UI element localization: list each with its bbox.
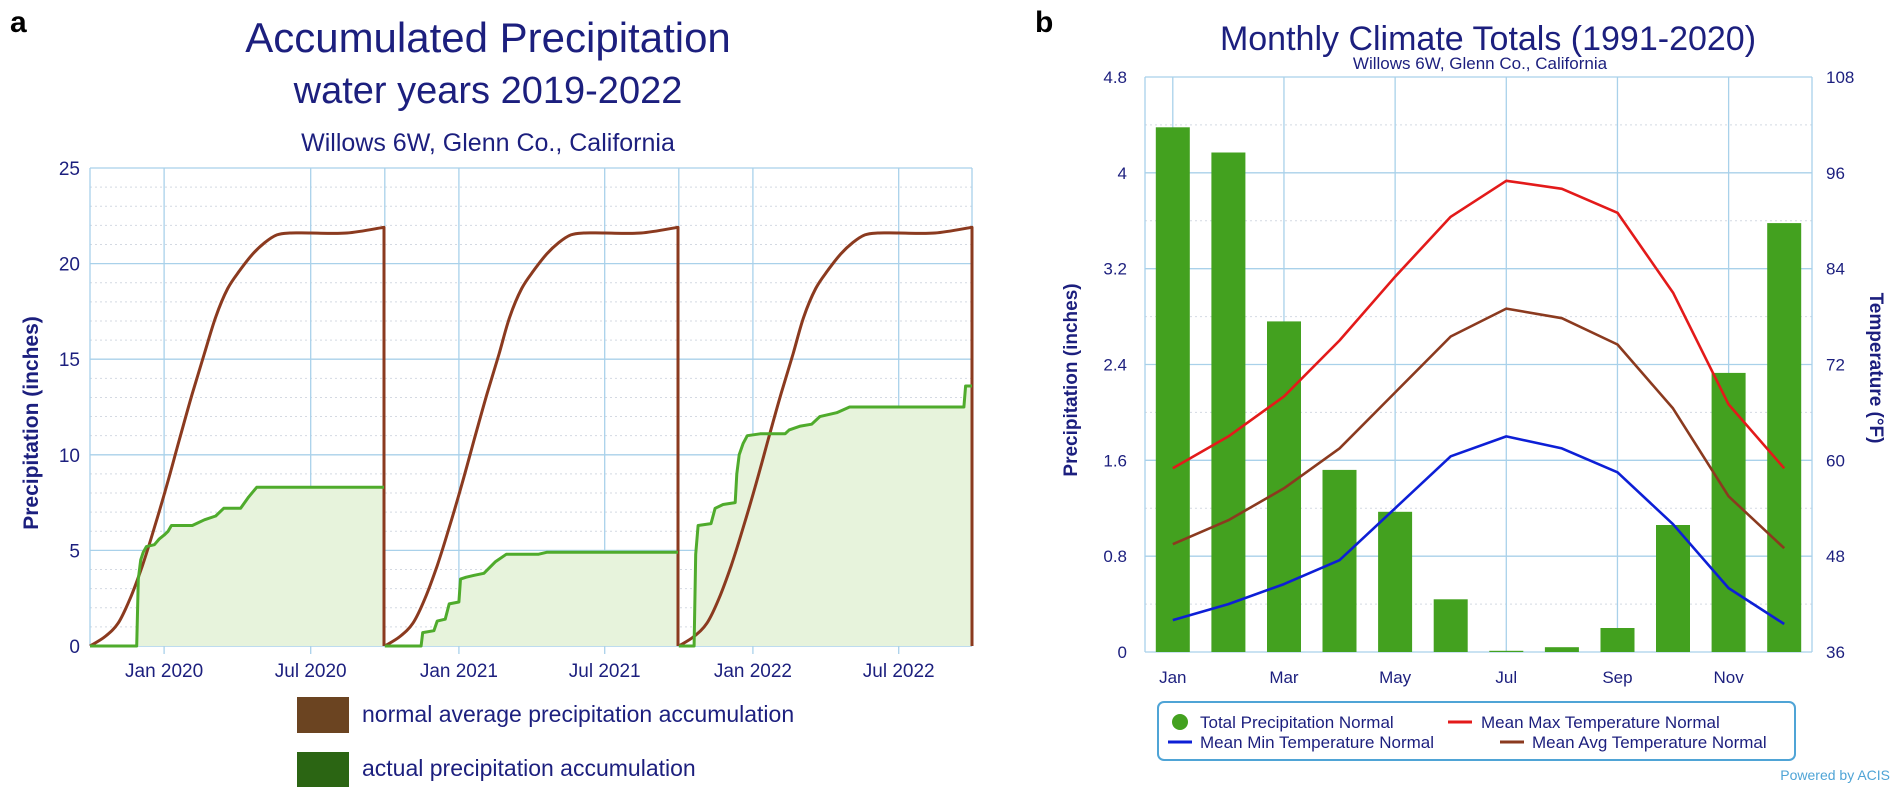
x-tick-label: Jan 2021 — [420, 661, 498, 682]
chart-a-y-axis-label: Precipitation (inches) — [20, 316, 43, 530]
y2-tick-label: 72 — [1826, 356, 1845, 375]
precip-bar — [1378, 511, 1413, 652]
normal-accumulation-line — [89, 225, 386, 648]
actual-accumulation-fill — [678, 386, 972, 646]
precip-bar — [1544, 647, 1579, 652]
acis-credit-link[interactable]: Powered by ACIS — [1780, 767, 1890, 783]
y-tick-label: 3.2 — [1103, 260, 1127, 279]
y-tick-label: 5 — [69, 541, 80, 562]
precip-bar — [1600, 628, 1635, 652]
actual-accumulation-fill — [90, 487, 384, 646]
x-tick-label: Jul 2022 — [863, 661, 935, 682]
y-tick-label: 4 — [1118, 164, 1127, 183]
chart-b-lines — [1172, 179, 1786, 626]
chart-b-title: Monthly Climate Totals (1991-2020) — [1220, 20, 1756, 58]
y2-tick-label: 84 — [1826, 260, 1845, 279]
x-tick-label: Jul 2021 — [569, 661, 641, 682]
y-tick-label: 20 — [59, 255, 80, 276]
legend-normal-label: normal average precipitation accumulatio… — [362, 701, 794, 727]
chart-b-x-ticks: Jan Mar May Jul Sep Nov — [1159, 668, 1744, 687]
panel-a-chart: a Accumulated Precipitation water years … — [10, 6, 974, 787]
chart-a-y-ticks: 0 5 10 15 20 25 — [59, 159, 80, 658]
chart-a-subtitle: water years 2019-2022 — [293, 70, 683, 112]
y-tick-label: 4.8 — [1103, 68, 1127, 87]
legend-actual-swatch — [297, 752, 349, 787]
y-tick-label: 0 — [69, 637, 80, 658]
y-tick-label: 2.4 — [1103, 356, 1127, 375]
actual-accumulation-fill — [384, 552, 678, 646]
legend-actual-label: actual precipitation accumulation — [362, 755, 696, 781]
tmin-line — [1172, 435, 1785, 626]
tmax-line — [1172, 179, 1786, 470]
x-tick-label: Sep — [1602, 668, 1632, 687]
panel-b-chart: b Monthly Climate Totals (1991-2020) Wil… — [1035, 6, 1890, 783]
x-tick-label: May — [1379, 668, 1412, 687]
chart-b-y-axis-label: Precipitation (inches) — [1061, 283, 1082, 476]
actual-accumulation-line — [678, 384, 972, 648]
x-tick-label: Nov — [1714, 668, 1745, 687]
legend-tavg-label: Mean Avg Temperature Normal — [1532, 733, 1767, 752]
chart-b-y2-axis-label: Temperature (°F) — [1865, 293, 1886, 444]
x-tick-label: Jan — [1159, 668, 1186, 687]
normal-accumulation-line — [384, 225, 680, 648]
y2-tick-label: 60 — [1826, 451, 1845, 470]
legend-normal-swatch — [297, 697, 349, 733]
precip-bar — [1767, 223, 1802, 652]
precip-bar — [1656, 525, 1690, 652]
chart-b-legend — [1157, 701, 1796, 761]
y2-tick-label: 96 — [1826, 164, 1845, 183]
y-tick-label: 15 — [59, 350, 80, 371]
chart-b-y-ticks: 0 0.8 1.6 2.4 3.2 4 4.8 — [1103, 68, 1127, 662]
normal-accumulation-line — [678, 225, 974, 648]
chart-a-title: Accumulated Precipitation — [245, 14, 731, 61]
precip-bar — [1433, 599, 1468, 652]
x-tick-label: Jul 2020 — [275, 661, 347, 682]
y-tick-label: 25 — [59, 159, 80, 180]
y2-tick-label: 108 — [1826, 68, 1854, 87]
x-tick-label: Jan 2020 — [125, 661, 203, 682]
panel-b-letter: b — [1035, 6, 1053, 39]
chart-b-subtitle: Willows 6W, Glenn Co., California — [1353, 54, 1608, 73]
actual-accumulation-line — [90, 485, 384, 648]
chart-b-y2-ticks: 36 48 60 72 84 96 108 — [1826, 68, 1854, 662]
y2-tick-label: 48 — [1826, 547, 1845, 566]
precip-bar — [1489, 650, 1524, 652]
chart-a-fills — [90, 386, 972, 646]
y-tick-label: 0.8 — [1103, 547, 1127, 566]
chart-a-lines — [89, 225, 974, 648]
x-tick-label: Jan 2022 — [714, 661, 792, 682]
legend-precip-label: Total Precipitation Normal — [1200, 713, 1394, 732]
legend-precip-marker — [1172, 714, 1188, 730]
panel-a-letter: a — [10, 6, 27, 39]
actual-accumulation-line — [384, 550, 678, 648]
precip-bar — [1711, 372, 1746, 652]
tavg-line — [1172, 307, 1786, 550]
chart-a-x-ticks: Jan 2020 Jul 2020 Jan 2021 Jul 2021 Jan 2022… — [125, 646, 935, 682]
precip-bar — [1155, 127, 1190, 653]
precip-bar — [1211, 152, 1246, 652]
y-tick-label: 0 — [1118, 643, 1127, 662]
y2-tick-label: 36 — [1826, 643, 1845, 662]
legend-tmax-label: Mean Max Temperature Normal — [1481, 713, 1720, 732]
x-tick-label: Jul — [1495, 668, 1517, 687]
y-tick-label: 1.6 — [1103, 451, 1127, 470]
y-tick-label: 10 — [59, 446, 80, 467]
x-tick-label: Mar — [1269, 668, 1299, 687]
chart-b-bars — [1155, 127, 1802, 653]
chart-a-location: Willows 6W, Glenn Co., California — [301, 129, 675, 157]
legend-tmin-label: Mean Min Temperature Normal — [1200, 733, 1434, 752]
